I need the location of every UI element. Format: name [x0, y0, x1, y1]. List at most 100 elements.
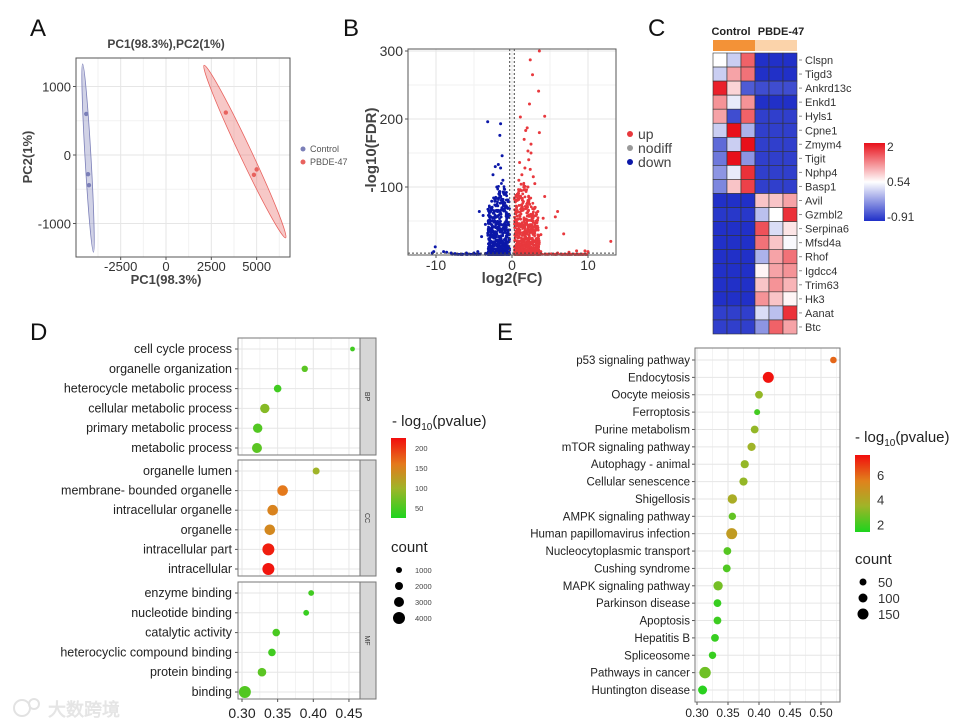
heatmap-cell — [754, 305, 770, 321]
data-point-down — [499, 215, 503, 219]
x-tick-label: 0.35 — [716, 706, 740, 720]
pathway-dot — [713, 581, 723, 591]
data-point-down — [499, 230, 503, 234]
group-annotation-bar — [713, 40, 755, 51]
data-point-down — [505, 231, 508, 235]
pathway-dot — [747, 442, 756, 451]
heatmap-cell — [726, 291, 742, 307]
data-point-down — [501, 249, 505, 253]
color-legend-title: - log10(pvalue) — [392, 413, 487, 433]
data-point-up — [514, 224, 518, 228]
heatmap-cell — [712, 179, 728, 194]
heatmap-cell — [740, 291, 756, 307]
heatmap-cell — [782, 305, 798, 321]
data-point-up — [515, 227, 519, 231]
pathway-dot — [739, 477, 748, 486]
gene-label: Gzmbl2 — [805, 210, 843, 222]
data-point — [84, 111, 89, 117]
data-point-down — [503, 201, 507, 205]
data-point-up — [543, 195, 547, 199]
data-point-up — [535, 219, 539, 223]
data-point-up — [519, 182, 523, 186]
data-point-down — [487, 225, 490, 229]
data-point-up — [524, 223, 528, 227]
data-point-up — [517, 217, 520, 221]
heatmap-cell — [768, 137, 784, 152]
data-point-down — [495, 232, 499, 236]
term-dot — [308, 590, 315, 596]
facet-strip-label: MF — [363, 635, 370, 645]
term-label: organelle — [181, 523, 232, 537]
heatmap-cell — [768, 193, 784, 208]
data-point-up — [525, 126, 529, 130]
watermark-logo-icon — [28, 698, 40, 710]
data-point-down — [489, 232, 493, 236]
data-point-up — [528, 202, 531, 206]
data-point-up — [526, 185, 530, 189]
colorbar-label: 50 — [415, 504, 423, 513]
data-point-up — [529, 151, 533, 155]
data-point-down — [495, 210, 499, 213]
heatmap-cell — [768, 277, 784, 293]
heatmap-cell — [754, 221, 770, 236]
term-dot — [350, 346, 355, 352]
data-point-down — [483, 222, 487, 226]
data-point-down — [495, 185, 499, 189]
data-point-up — [531, 210, 535, 214]
heatmap-cell — [754, 193, 770, 208]
data-point-up — [525, 237, 529, 240]
x-tick-label: 10 — [580, 257, 596, 273]
data-point-down — [496, 214, 500, 218]
data-point-up — [515, 214, 519, 218]
facet-strip-label: BP — [363, 392, 370, 402]
heatmap-cell — [726, 179, 742, 194]
heatmap-cell — [712, 52, 728, 68]
size-legend-label: 50 — [878, 575, 892, 590]
data-point-down — [480, 235, 484, 239]
plot-background — [695, 348, 840, 702]
data-point-down — [495, 203, 499, 207]
data-point-down — [505, 216, 509, 220]
data-point-down — [502, 204, 505, 208]
data-point-up — [525, 202, 529, 206]
heatmap-cell — [768, 249, 784, 265]
x-tick-label: 5000 — [242, 259, 271, 274]
volcano-plot: -10 0 10 100 200 300 log2(FC) -log10(FDR) upnodi… — [363, 43, 672, 287]
data-point — [251, 172, 257, 178]
data-point-down — [492, 196, 495, 200]
plot-frame — [694, 347, 841, 703]
x-tick-label: 0.45 — [778, 706, 802, 720]
heatmap-cell — [726, 305, 742, 321]
heatmap-cell — [768, 80, 784, 96]
data-point-up — [533, 222, 537, 226]
data-point-up — [517, 236, 521, 239]
size-legend-dot — [859, 578, 867, 586]
data-point-up — [518, 215, 522, 218]
pathway-label: Cushing syndrome — [594, 563, 690, 575]
heatmap-cell — [768, 122, 784, 138]
term-label: protein binding — [150, 665, 232, 679]
data-point-up — [535, 225, 539, 228]
pathway-label: Purine metabolism — [595, 424, 690, 436]
heatmap-cell — [726, 122, 742, 138]
group-annotation-bar — [755, 40, 797, 51]
pathway-dot — [750, 425, 759, 434]
heatmap-cell — [768, 179, 784, 194]
heatmap-cell — [754, 319, 770, 335]
data-point-up — [609, 239, 613, 243]
data-point-up — [527, 213, 531, 217]
heatmap-cell — [740, 221, 756, 236]
pathway-dot — [711, 633, 719, 642]
data-point-down — [481, 214, 485, 218]
x-tick-label: 0.40 — [747, 706, 771, 720]
heatmap-cell — [740, 80, 756, 96]
heatmap-cell — [712, 305, 728, 321]
colorbar-label: 100 — [415, 484, 428, 493]
term-label: binding — [192, 685, 232, 699]
x-tick-label: 0.30 — [228, 705, 255, 721]
facet-strip — [359, 581, 377, 700]
data-point-up — [522, 137, 526, 141]
legend-marker — [627, 159, 633, 165]
data-point-up — [526, 229, 529, 233]
heatmap-cell — [712, 249, 728, 265]
